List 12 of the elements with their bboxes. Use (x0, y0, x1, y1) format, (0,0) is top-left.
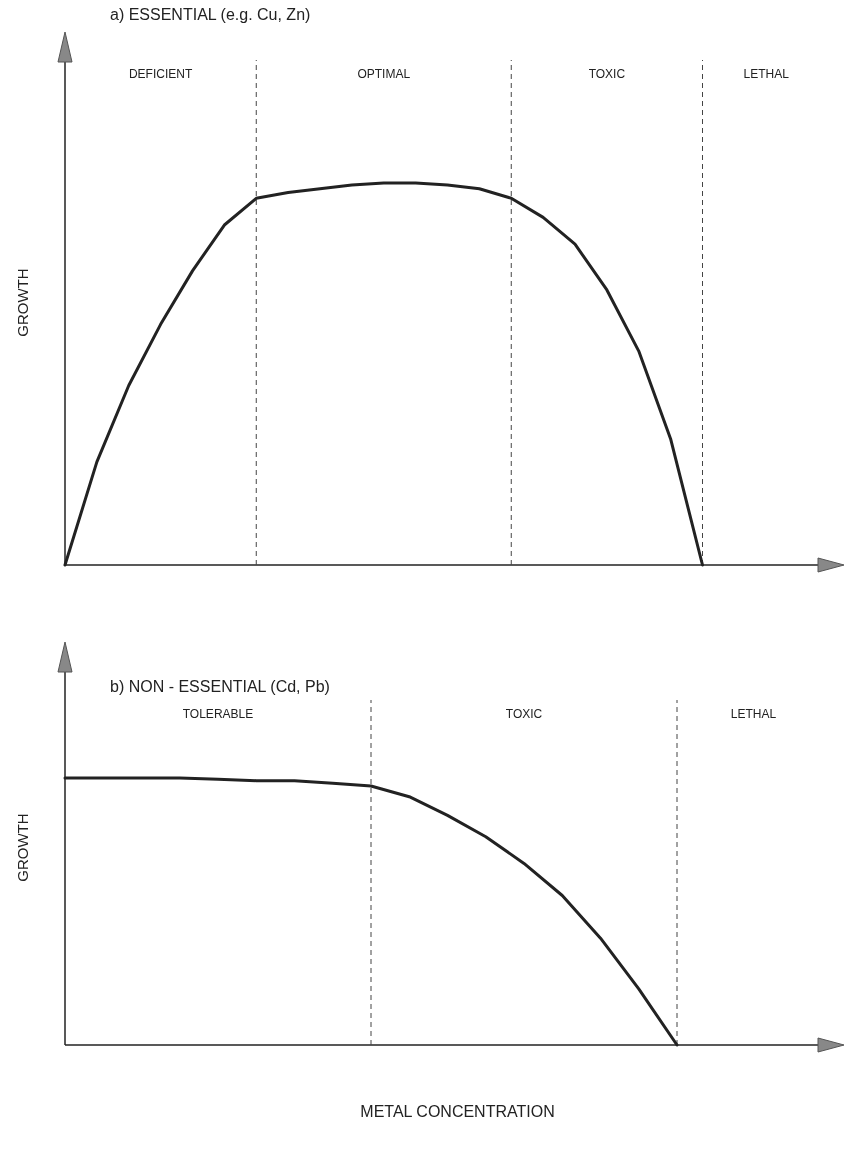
text: LETHAL (743, 67, 790, 81)
text: OPTIMAL (357, 67, 411, 81)
y-axis-title: GROWTH (14, 268, 31, 337)
y-axis-title: GROWTH (14, 813, 31, 882)
text: LETHAL (730, 707, 777, 721)
text: TOXIC (588, 67, 626, 81)
text: TOLERABLE (182, 707, 254, 721)
text: DEFICIENT (128, 67, 193, 81)
chart-title: a) ESSENTIAL (e.g. Cu, Zn) (110, 6, 311, 23)
x-axis-title: METAL CONCENTRATION (360, 1103, 555, 1120)
chart-title: b) NON - ESSENTIAL (Cd, Pb) (110, 678, 330, 695)
text: TOXIC (505, 707, 543, 721)
